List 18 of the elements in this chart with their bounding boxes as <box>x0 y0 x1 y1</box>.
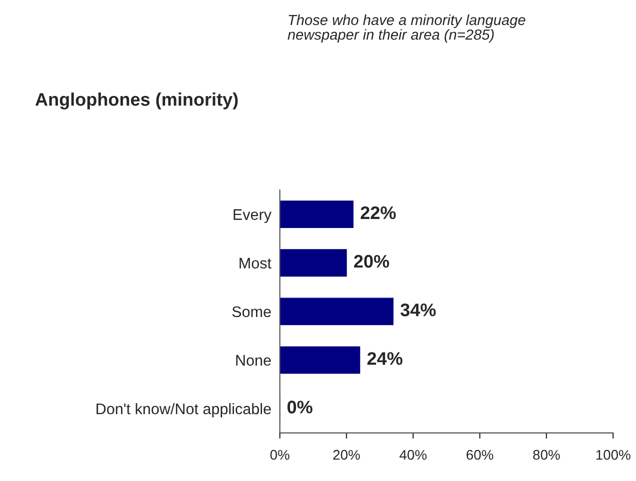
data-label: 22% <box>360 206 396 220</box>
y-tick-label: Every <box>234 209 272 223</box>
x-tick-label: 100% <box>596 450 630 460</box>
chart-title: Anglophones (minority) <box>35 92 238 110</box>
y-tick-label: Don't know/Not applicable <box>96 403 271 418</box>
chart-subtitle: Those who have a minority language newspaper in their area (n=285) <box>288 14 526 43</box>
y-tick-label: Some <box>232 306 271 318</box>
x-tick-label: 20% <box>333 450 360 460</box>
y-tick-label: None <box>236 355 271 366</box>
data-label: 34% <box>400 304 436 316</box>
x-tick-label: 80% <box>533 450 560 460</box>
data-label: 20% <box>354 254 390 268</box>
x-tick-label: 0% <box>270 450 290 460</box>
y-tick-label: Most <box>240 258 272 269</box>
x-tick-label: 60% <box>466 450 494 460</box>
data-label: 0% <box>288 400 312 414</box>
x-tick-label: 40% <box>400 450 427 460</box>
data-label: 24% <box>367 352 402 365</box>
